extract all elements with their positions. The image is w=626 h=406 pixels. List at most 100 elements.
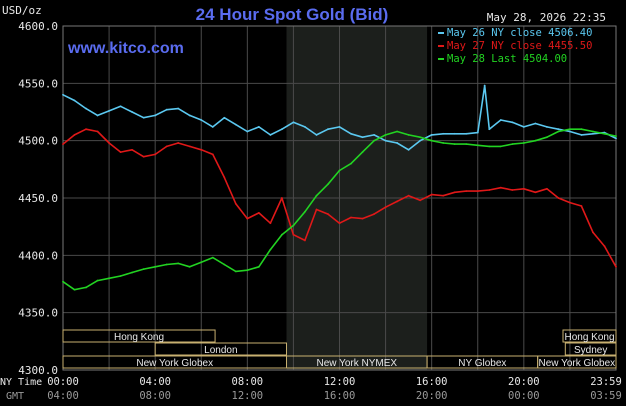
y-tick-label: 4450.0 [18,192,58,205]
series-1-point [419,139,422,142]
session-label: New York Globex [538,358,615,369]
series-2-point [62,143,64,146]
series-1-point [315,134,318,136]
session-bar-8 [537,355,617,369]
series-2-point [188,145,191,148]
series-1-point [615,137,617,140]
series-2-point [108,142,110,144]
session-label: London [204,345,237,356]
series-3-point [131,271,134,274]
x-tick-label-gmt: 12:00 [232,390,264,402]
session-label: New York NYMEX [316,358,397,369]
series-2-point [96,130,99,133]
series-3-point [85,286,87,289]
x-tick-label-ny: 20:00 [508,376,540,388]
series-1-point [396,142,399,144]
series-2-point [384,206,387,209]
series-2-point [603,245,606,248]
series-3-point [511,143,514,146]
series-3-point [234,270,237,273]
series-1-point [522,126,525,128]
series-2-point [327,213,329,215]
x-tick-label-gmt: 04:00 [47,390,79,402]
series-1-point [373,134,375,136]
legend-item-1: May 26 NY close 4506.40 [447,27,592,39]
plot-border [62,25,617,371]
series-1-point [453,132,456,135]
y-tick-label: 4600.0 [18,20,58,33]
series-3-point [292,224,295,227]
chart-title: 24 Hour Spot Gold (Bid) [196,5,389,24]
legend-swatch-1 [438,32,444,34]
y-tick-label: 4350.0 [18,307,58,320]
x-tick-label-ny: 04:00 [139,376,171,388]
series-line-1 [62,84,617,151]
session-label: Hong Kong [564,332,614,343]
session-bar-4 [564,342,617,356]
series-1-point [430,134,433,136]
series-3-point [280,233,283,236]
series-3-point [304,210,306,213]
series-3-point [488,145,491,148]
series-3-point [407,134,410,136]
series-3-point [257,265,260,268]
series-1-point [269,134,272,136]
series-2-point [396,200,399,203]
series-2-point [280,197,283,199]
series-1-point [280,128,283,131]
series-2-point [569,201,571,204]
session-bars: Hong Kong Hong Kong London Sydney New York G… [62,329,617,369]
series-2-point [430,193,433,196]
series-3-point [580,128,583,131]
series-2-point [211,153,214,156]
series-1-point [499,119,502,121]
series-2-point [592,231,594,234]
series-1-point [177,107,180,110]
series-1-point [131,111,134,113]
series-3-point [177,262,180,265]
y-tick-label: 4300.0 [18,364,58,377]
x-tick-label-gmt: 16:00 [324,390,356,402]
series-2-point [246,217,249,220]
series-2-point [522,187,525,190]
series-1-point [119,105,122,108]
series-1-point [246,130,249,133]
y-tick-label: 4400.0 [18,249,58,262]
unit-label: USD/oz [2,4,42,17]
series-1-point [304,126,306,128]
session-label: New York Globex [136,358,213,369]
y-tick-label: 4500.0 [18,135,58,148]
series-2-point [361,217,364,220]
series-3-point [154,265,157,268]
legend-item-3: May 28 Last 4504.00 [447,53,567,65]
series-2-point [580,205,583,207]
series-1-point [154,114,157,117]
x-tick-label-gmt: 20:00 [416,390,448,402]
series-2-point [269,222,272,225]
series-2-point [499,186,502,189]
series-3-point [384,134,387,136]
plot-area [62,25,617,371]
series-1-point [511,121,514,124]
series-3-point [327,183,329,186]
series-3-point [499,145,502,148]
series-3-point [545,136,548,139]
series-2-point [545,187,548,190]
series-3-point [223,263,226,266]
series-2-point [292,233,295,236]
x-tick-label-ny: 23:59 [590,376,622,388]
x-tick-label-ny: 16:00 [416,376,448,388]
series-3-point [108,277,110,280]
legend-item-2: May 27 NY close 4455.50 [447,40,592,52]
series-1-point [234,123,237,126]
series-2-point [557,197,560,199]
legend-swatch-3 [438,58,444,60]
y-tick-label: 4550.0 [18,77,58,90]
series-1-point [292,121,295,124]
series-1-point [569,130,571,133]
x-axis-label-gmt: GMT [6,391,24,402]
series-2-point [488,189,491,191]
series-2-point [177,142,180,144]
y-axis: 4600.0 4550.0 4500.0 4450.0 4400.0 4350.0 4300… [18,20,58,377]
